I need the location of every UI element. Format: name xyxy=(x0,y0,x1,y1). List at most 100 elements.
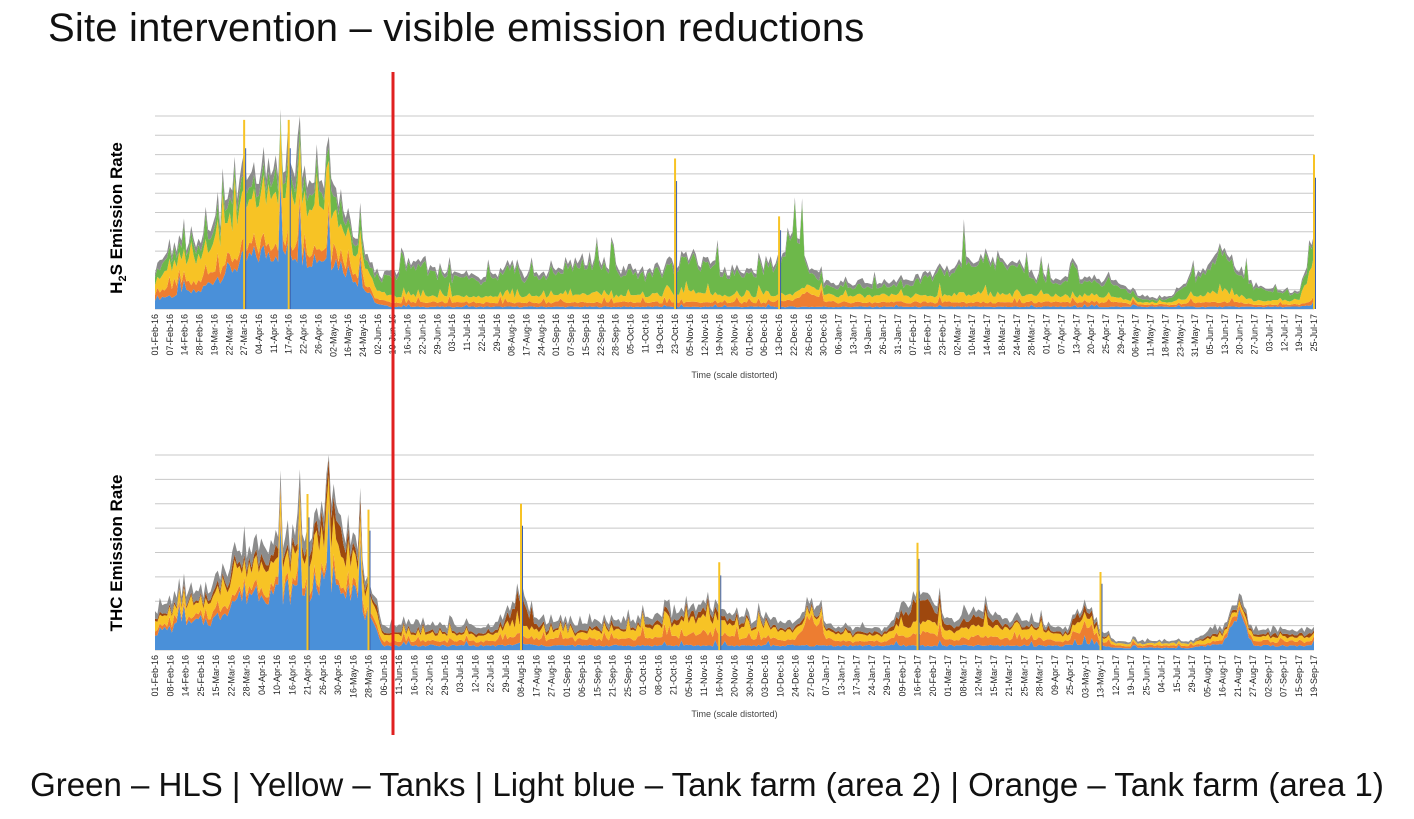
x-tick-label: 30-Apr-16 xyxy=(333,655,343,695)
x-tick-label: 27-Aug-16 xyxy=(547,655,557,697)
x-tick-label: 16-Jun-16 xyxy=(403,314,413,355)
series-area-tank_farm_area2 xyxy=(155,506,1314,650)
x-tick-label: 01-Feb-16 xyxy=(150,314,160,356)
x-tick-label: 06-Dec-16 xyxy=(759,314,769,356)
x-tick-label: 13-Jun-17 xyxy=(1220,314,1230,355)
x-tick-label: 24-Mar-17 xyxy=(1012,314,1022,356)
x-tick-label: 21-Mar-17 xyxy=(1004,655,1014,697)
x-tick-label: 27-Dec-16 xyxy=(806,655,816,697)
y-axis-title: H2S Emission Rate xyxy=(107,142,129,294)
x-tick-label: 01-Sep-16 xyxy=(562,655,572,697)
x-tick-label: 15-Mar-17 xyxy=(989,655,999,697)
series-area-hls xyxy=(155,116,1314,303)
x-tick-label: 19-Oct-16 xyxy=(655,314,665,354)
x-tick-label: 17-Aug-16 xyxy=(531,655,541,697)
x-tick-label: 21-Apr-16 xyxy=(303,655,313,695)
series-area-tank_farm_area2 xyxy=(155,181,1314,309)
x-tick-label: 04-Apr-16 xyxy=(257,655,267,695)
x-tick-label: 03-Jul-16 xyxy=(455,655,465,693)
x-tick-label: 24-Dec-16 xyxy=(791,655,801,697)
x-tick-label: 20-Feb-17 xyxy=(928,655,938,697)
x-tick-label: 21-Oct-16 xyxy=(669,655,679,695)
x-tick-label: 25-Feb-16 xyxy=(196,655,206,697)
x-tick-label: 05-Jun-17 xyxy=(1205,314,1215,355)
x-tick-label: 01-Dec-16 xyxy=(744,314,754,356)
x-tick-label: 19-Jun-17 xyxy=(1126,655,1136,696)
x-tick-label: 26-Nov-16 xyxy=(730,314,740,356)
x-tick-label: 13-Jan-17 xyxy=(836,655,846,696)
x-tick-label: 19-Jan-17 xyxy=(863,314,873,355)
x-tick-label: 09-Feb-17 xyxy=(897,655,907,697)
x-tick-label: 11-Apr-16 xyxy=(269,314,279,353)
x-tick-label: 19-Mar-16 xyxy=(209,314,219,356)
x-tick-label: 17-Jan-17 xyxy=(852,655,862,696)
x-tick-label: 12-Nov-16 xyxy=(700,314,710,356)
x-tick-label: 07-Feb-16 xyxy=(165,314,175,356)
x-tick-label: 07-Sep-16 xyxy=(566,314,576,356)
x-tick-label: 01-Apr-17 xyxy=(1042,314,1052,354)
x-tick-label: 16-Feb-17 xyxy=(913,655,923,697)
x-tick-label: 15-Sep-17 xyxy=(1294,655,1304,697)
x-tick-label: 30-Dec-16 xyxy=(819,314,829,356)
x-tick-label: 16-Feb-17 xyxy=(923,314,933,356)
x-tick-label: 11-Jul-16 xyxy=(462,314,472,351)
x-tick-label: 24-Jan-17 xyxy=(867,655,877,696)
x-tick-label: 06-Sep-16 xyxy=(577,655,587,697)
x-tick-label: 01-Mar-17 xyxy=(943,655,953,697)
x-tick-label: 14-Feb-16 xyxy=(180,314,190,356)
x-tick-label: 16-Aug-17 xyxy=(1218,655,1228,697)
x-tick-label: 09-Apr-17 xyxy=(1050,655,1060,695)
x-tick-label: 07-Apr-17 xyxy=(1056,314,1066,354)
x-tick-label: 01-Feb-16 xyxy=(150,655,160,697)
x-tick-label: 03-Dec-16 xyxy=(760,655,770,697)
x-tick-label: 07-Jan-17 xyxy=(821,655,831,696)
x-tick-label: 17-Apr-16 xyxy=(284,314,294,354)
y-axis-title: THC Emission Rate xyxy=(107,475,126,632)
chart-1: 01-Feb-16 07-Feb-16 14-Feb-16 28-Feb-16 19-M… xyxy=(107,109,1319,380)
x-tick-label: 03-May-17 xyxy=(1080,655,1090,698)
x-tick-label: 16-Nov-16 xyxy=(714,655,724,697)
x-tick-label: 26-Apr-16 xyxy=(318,655,328,695)
x-tick-label: 11-Jun-16 xyxy=(394,655,404,695)
x-tick-label: 02-Sep-17 xyxy=(1263,655,1273,697)
x-tick-label: 31-May-17 xyxy=(1190,314,1200,357)
x-tick-label: 22-Mar-16 xyxy=(224,314,234,356)
x-tick-label: 13-May-17 xyxy=(1096,655,1106,698)
x-tick-label: 17-Aug-16 xyxy=(521,314,531,356)
x-tick-label: 15-Jul-17 xyxy=(1172,655,1182,693)
x-tick-label: 12-Jul-16 xyxy=(470,655,480,693)
x-tick-label: 18-May-17 xyxy=(1160,314,1170,357)
x-tick-label: 11-Oct-16 xyxy=(640,314,650,353)
x-tick-label: 22-Jul-16 xyxy=(477,314,487,352)
x-tick-label: 21-Aug-17 xyxy=(1233,655,1243,697)
x-tick-label: 25-Mar-17 xyxy=(1019,655,1029,697)
x-tick-label: 22-Jun-16 xyxy=(425,655,435,696)
chart-2: 01-Feb-16 08-Feb-16 14-Feb-16 25-Feb-16 15-M… xyxy=(107,454,1319,719)
x-tick-label: 03-Jul-16 xyxy=(447,314,457,352)
x-tick-label: 26-Dec-16 xyxy=(804,314,814,356)
x-tick-label: 14-Feb-16 xyxy=(181,655,191,697)
x-tick-label: 22-Jul-16 xyxy=(486,655,496,693)
x-tick-label: 28-Sep-16 xyxy=(611,314,621,356)
x-tick-label: 22-Dec-16 xyxy=(789,314,799,356)
x-tick-label: 06-Jun-16 xyxy=(379,655,389,696)
x-tick-label: 27-Aug-17 xyxy=(1248,655,1258,697)
x-tick-label: 16-Jun-16 xyxy=(409,655,419,696)
x-tick-label: 22-Sep-16 xyxy=(596,314,606,356)
x-tick-label: 06-May-17 xyxy=(1131,314,1141,357)
x-tick-label: 29-Jul-16 xyxy=(501,655,511,693)
x-tick-label: 12-Jun-17 xyxy=(1111,655,1121,696)
x-tick-label: 28-Mar-17 xyxy=(1027,314,1037,356)
x-tick-label: 22-Apr-16 xyxy=(299,314,309,354)
x-tick-label: 02-May-16 xyxy=(328,314,338,357)
x-tick-label: 08-Oct-16 xyxy=(653,655,663,695)
x-tick-label: 19-Nov-16 xyxy=(715,314,725,356)
x-axis-title: Time (scale distorted) xyxy=(691,709,777,719)
x-tick-label: 22-Jun-16 xyxy=(417,314,427,355)
x-tick-label: 01-Oct-16 xyxy=(638,655,648,695)
x-tick-label: 12-Jul-17 xyxy=(1279,314,1289,352)
x-tick-label: 19-Jul-17 xyxy=(1294,314,1304,352)
x-tick-label: 05-Nov-16 xyxy=(684,655,694,697)
x-tick-label: 28-May-16 xyxy=(364,655,374,698)
x-tick-label: 03-Jul-17 xyxy=(1264,314,1274,352)
